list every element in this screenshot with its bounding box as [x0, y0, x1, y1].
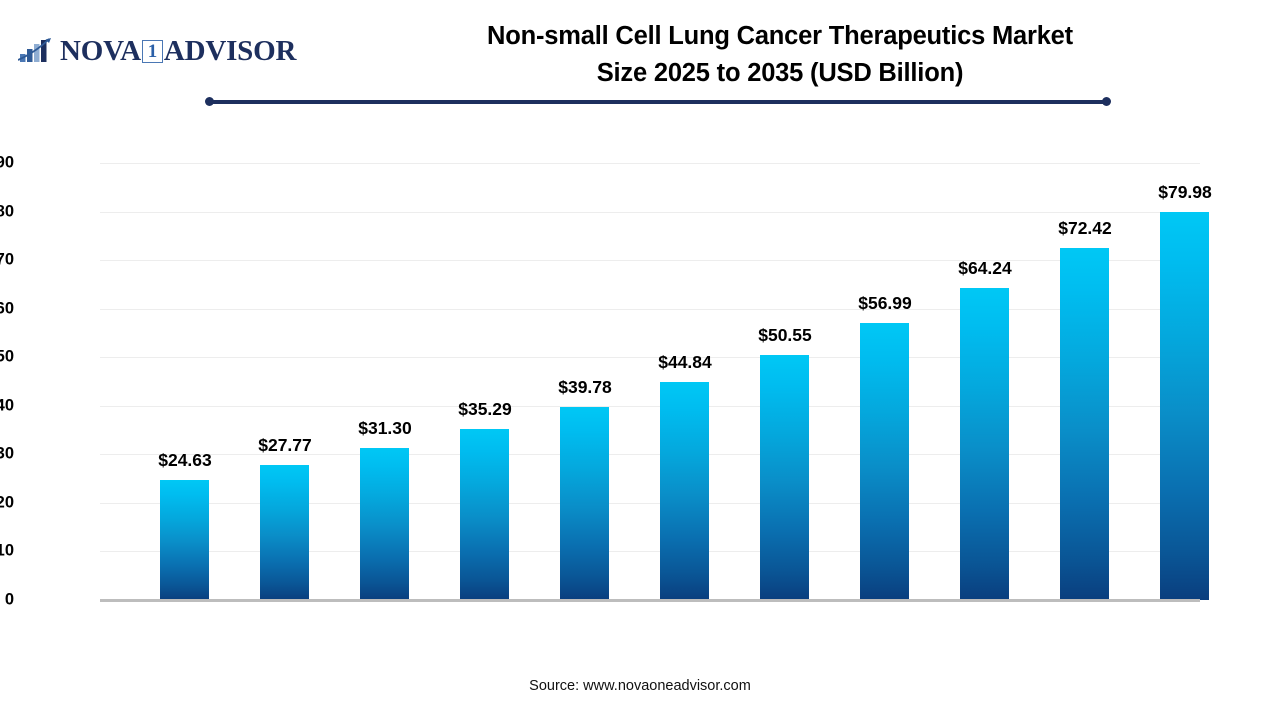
y-axis-tick-60: 60 — [0, 299, 14, 318]
divider-line — [209, 100, 1107, 104]
bar-value-label-2028: $35.29 — [458, 398, 512, 419]
brand-badge-one: 1 — [141, 39, 163, 63]
bar-group-2033[interactable]: $64.24 — [935, 163, 1035, 600]
bar-2034[interactable] — [1060, 248, 1109, 600]
y-axis-tick-80: 80 — [0, 202, 14, 221]
bar-group-2027[interactable]: $31.30 — [335, 163, 435, 600]
bar-value-label-2026: $27.77 — [258, 435, 312, 456]
title-divider — [205, 97, 1111, 106]
bar-2030[interactable] — [660, 382, 709, 600]
brand-word-nova: NOVA — [60, 34, 141, 67]
divider-dot-right — [1102, 97, 1111, 106]
bar-group-2026[interactable]: $27.77 — [235, 163, 335, 600]
bar-series: $24.63 $27.77 $31.30 $35.29 $39.78 $44.84 $50.… — [100, 163, 1212, 600]
y-axis-tick-90: 90 — [0, 153, 14, 172]
y-axis-tick-20: 20 — [0, 493, 14, 512]
bar-2029[interactable] — [560, 406, 609, 600]
brand-wordmark: NOVA 1 ADVISOR — [60, 35, 296, 68]
bar-value-label-2035: $79.98 — [1158, 181, 1212, 202]
gridline — [100, 454, 1200, 456]
y-axis-tick-30: 30 — [0, 444, 14, 463]
gridline — [100, 357, 1200, 359]
y-axis-tick-50: 50 — [0, 347, 14, 366]
bar-2027[interactable] — [360, 448, 409, 600]
bar-group-2025[interactable]: $24.63 — [135, 163, 235, 600]
y-axis-tick-70: 70 — [0, 250, 14, 269]
chart-title: Non-small Cell Lung Cancer Therapeutics … — [330, 18, 1230, 92]
bar-2028[interactable] — [460, 428, 509, 600]
plot-area: 0 10 20 30 40 50 60 70 80 90 $24.63 $27.77 $31.30 $3… — [0, 154, 1212, 609]
bar-group-2028[interactable]: $35.29 — [435, 163, 535, 600]
gridline — [100, 502, 1200, 504]
bar-value-label-2033: $64.24 — [958, 258, 1012, 279]
bar-2035[interactable] — [1160, 211, 1209, 600]
gridline — [100, 405, 1200, 407]
gridline — [100, 211, 1200, 213]
bar-2033[interactable] — [960, 288, 1009, 600]
gridline — [100, 551, 1200, 553]
bar-group-2034[interactable]: $72.42 — [1035, 163, 1135, 600]
brand-word-advisor: ADVISOR — [163, 34, 297, 67]
chart-title-line-2: Size 2025 to 2035 (USD Billion) — [596, 58, 964, 87]
bar-value-label-2031: $50.55 — [758, 324, 812, 345]
gridline — [100, 163, 1200, 164]
bar-2025[interactable] — [160, 480, 209, 600]
y-axis-tick-10: 10 — [0, 541, 14, 560]
bar-value-label-2032: $56.99 — [858, 293, 912, 314]
bar-group-2029[interactable]: $39.78 — [535, 163, 635, 600]
bar-value-label-2025: $24.63 — [158, 450, 212, 471]
bar-group-2032[interactable]: $56.99 — [835, 163, 935, 600]
bar-chart-logo-icon — [17, 38, 58, 64]
bar-value-label-2034: $72.42 — [1058, 218, 1112, 239]
y-axis-tick-40: 40 — [0, 396, 14, 415]
bar-group-2031[interactable]: $50.55 — [735, 163, 835, 600]
x-axis-baseline — [100, 599, 1200, 602]
bar-group-2035[interactable]: $79.98 — [1135, 163, 1235, 600]
bar-2031[interactable] — [760, 354, 809, 600]
gridline — [100, 260, 1200, 262]
brand-logo: NOVA 1 ADVISOR — [17, 33, 296, 69]
chart-title-line-1: Non-small Cell Lung Cancer Therapeutics … — [487, 22, 1073, 50]
bar-2032[interactable] — [860, 323, 909, 600]
bar-value-label-2029: $39.78 — [558, 376, 612, 397]
bar-value-label-2030: $44.84 — [658, 352, 712, 373]
bar-group-2030[interactable]: $44.84 — [635, 163, 735, 600]
bar-2026[interactable] — [260, 465, 309, 600]
bar-value-label-2027: $31.30 — [358, 418, 412, 439]
gridline — [100, 308, 1200, 310]
source-note: Source: www.novaoneadvisor.com — [529, 678, 751, 694]
y-axis-tick-0: 0 — [4, 590, 14, 609]
